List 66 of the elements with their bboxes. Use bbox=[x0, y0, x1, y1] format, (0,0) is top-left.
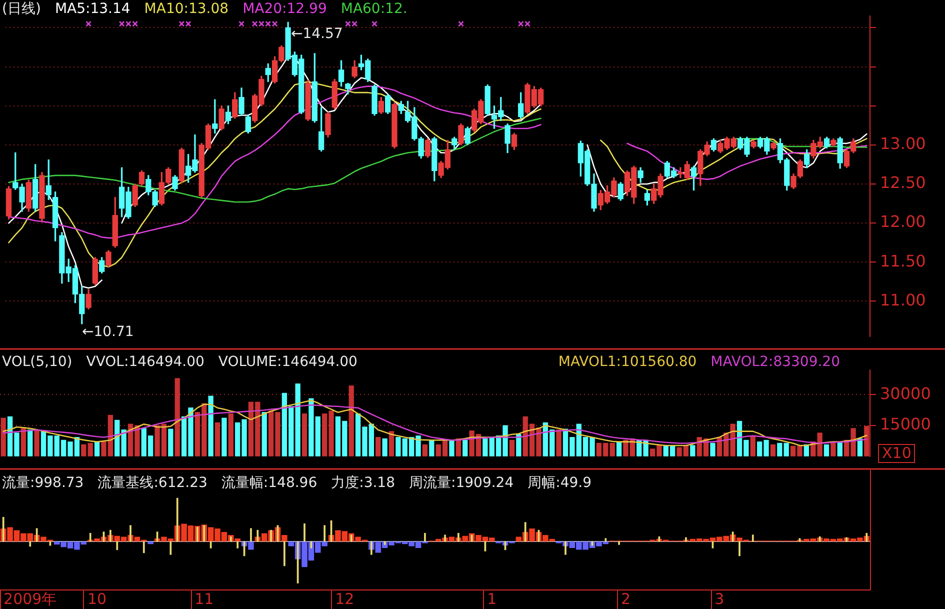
bar bbox=[422, 444, 428, 456]
text: MAVOL1:101560.80 bbox=[558, 354, 697, 370]
x-tick-label: 1 bbox=[487, 590, 497, 608]
y-tick-label: 15000 bbox=[880, 414, 931, 434]
bar bbox=[784, 442, 789, 456]
chart-title: (日线) bbox=[2, 1, 41, 17]
text: 周流量:1909.24 bbox=[409, 475, 514, 491]
text: 流量基线:612.23 bbox=[98, 475, 208, 491]
annotation: VOLUME:146494.00 bbox=[218, 354, 358, 370]
x-tick-label: 11 bbox=[194, 590, 214, 608]
y-tick-label: 13.00 bbox=[880, 134, 926, 154]
bar bbox=[610, 442, 615, 456]
bar bbox=[262, 412, 267, 456]
bar bbox=[222, 418, 227, 456]
y-tick-label: 30000 bbox=[880, 384, 931, 403]
bar bbox=[710, 442, 716, 456]
text: MA20:12.99 bbox=[242, 1, 327, 17]
annotation: VVOL:146494.00 bbox=[86, 354, 204, 370]
bar bbox=[81, 444, 86, 456]
bar bbox=[376, 436, 381, 456]
bar bbox=[382, 438, 388, 456]
bar bbox=[777, 442, 782, 456]
text: 力度:3.18 bbox=[331, 475, 395, 491]
text: MAVOL2:83309.20 bbox=[710, 354, 840, 370]
bar bbox=[449, 440, 454, 456]
bar bbox=[0, 418, 6, 456]
x-tick-label: 2 bbox=[620, 590, 631, 608]
bar bbox=[462, 440, 468, 456]
bar bbox=[88, 442, 93, 456]
x-tick-label: 2009年 bbox=[4, 590, 57, 608]
y-tick-label: 12.50 bbox=[880, 173, 926, 192]
x-tick-label: 10 bbox=[87, 590, 107, 608]
y-tick-label: 11.00 bbox=[880, 290, 926, 310]
bar bbox=[168, 428, 174, 456]
bar bbox=[830, 442, 836, 456]
bar bbox=[228, 413, 234, 456]
bar bbox=[690, 445, 696, 456]
bar bbox=[148, 542, 154, 544]
text: MA10:13.08 bbox=[144, 1, 229, 17]
text: 流量:998.73 bbox=[2, 475, 84, 491]
bar bbox=[770, 444, 776, 456]
bar bbox=[208, 396, 214, 456]
bar bbox=[302, 413, 308, 456]
text: MA5:13.14 bbox=[54, 1, 130, 17]
bar bbox=[20, 428, 26, 456]
bar bbox=[348, 386, 354, 456]
annotation: ←10.71 bbox=[82, 324, 134, 340]
bar bbox=[174, 378, 180, 456]
x-tick-label: 12 bbox=[335, 590, 354, 608]
bar bbox=[750, 436, 756, 456]
text: 周幅:49.9 bbox=[528, 475, 592, 491]
bar bbox=[34, 430, 40, 456]
text: MA60:12. bbox=[340, 1, 408, 17]
x-tick-label: 3 bbox=[714, 590, 724, 608]
chart-title: VOL(5,10) bbox=[2, 354, 72, 370]
text: 流量幅:148.96 bbox=[221, 475, 318, 491]
y-tick-label: 11.50 bbox=[880, 251, 926, 270]
bar bbox=[556, 430, 562, 456]
bar bbox=[214, 422, 220, 456]
y-tick-label: 12.00 bbox=[880, 212, 926, 232]
bar bbox=[824, 444, 830, 456]
bar bbox=[28, 430, 33, 456]
y-axis-title: X10 bbox=[878, 444, 916, 463]
bar bbox=[388, 431, 394, 456]
bar bbox=[509, 440, 515, 456]
annotation: ←14.57 bbox=[291, 26, 343, 42]
